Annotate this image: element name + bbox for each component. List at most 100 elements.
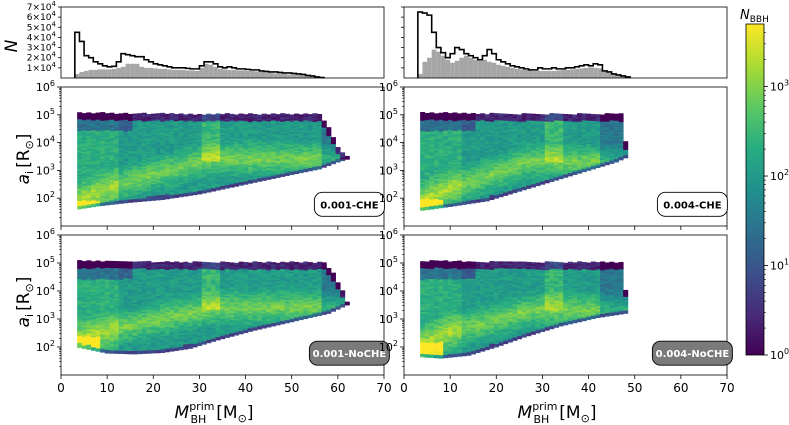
heatmap-cell [577, 121, 583, 124]
heatmap-cell [266, 121, 272, 124]
heatmap-cell [307, 159, 313, 162]
heatmap-cell [503, 178, 509, 181]
heatmap-cell [261, 145, 267, 148]
heatmap-cell [489, 192, 495, 195]
heatmap-cell [137, 174, 143, 177]
heatmap-cell [586, 130, 592, 133]
heatmap-cell [114, 158, 120, 161]
heatmap-cell [623, 142, 629, 145]
heatmap-cell [81, 304, 87, 307]
heatmap-cell [553, 173, 559, 176]
heatmap-cell [77, 318, 83, 321]
heatmap-cell [169, 171, 175, 174]
heatmap-cell [586, 145, 592, 148]
heatmap-cell [420, 168, 426, 171]
heatmap-cell [187, 117, 193, 120]
heatmap-cell [512, 155, 518, 159]
heatmap-cell [438, 166, 444, 169]
heatmap-cell [466, 167, 472, 170]
heatmap-cell [183, 181, 189, 184]
heatmap-cell [174, 147, 180, 150]
heatmap-cell [433, 165, 439, 168]
heatmap-cell [558, 133, 564, 136]
heatmap-cell [150, 168, 156, 171]
heatmap-cell [197, 140, 203, 143]
heatmap-cell [132, 120, 138, 123]
heatmap-cell [229, 125, 235, 128]
heatmap-cell [503, 145, 509, 148]
heatmap-cell [489, 124, 495, 127]
heatmap-cell [586, 125, 592, 128]
heatmap-cell [123, 137, 129, 140]
heatmap-cell [577, 154, 583, 157]
heatmap-cell [109, 139, 115, 142]
heatmap-cell [577, 113, 583, 116]
heatmap-cell [429, 175, 435, 178]
heatmap-cell [307, 122, 313, 125]
heatmap-cell [447, 149, 453, 152]
heatmap-cell [567, 117, 573, 120]
colorbar-tick-label: 103 [770, 79, 789, 94]
heatmap-cell [284, 168, 290, 171]
heatmap-cell [178, 160, 184, 163]
hist-bar-filled [496, 64, 501, 78]
heatmap-cell [132, 138, 138, 141]
heatmap-cell [438, 114, 444, 117]
heatmap-cell [104, 189, 110, 193]
heatmap-cell [289, 171, 295, 174]
heatmap-cell [81, 329, 87, 333]
heatmap-cell [595, 119, 601, 122]
heatmap-cell [206, 163, 212, 166]
heatmap-cell [521, 148, 527, 151]
heatmap-cell [150, 125, 156, 128]
heatmap-cell [312, 151, 318, 154]
heatmap-cell [530, 180, 536, 183]
hist-bar-filled [231, 69, 237, 78]
heatmap-cell [123, 169, 129, 172]
heatmap-cell [503, 153, 509, 156]
heatmap-cell [86, 292, 92, 295]
heatmap-cell [420, 131, 426, 135]
heatmap-cell [577, 171, 583, 174]
heatmap-cell [507, 179, 513, 182]
heatmap-cell [321, 142, 327, 145]
heatmap-cell [174, 169, 180, 172]
heatmap-cell [443, 147, 449, 150]
heatmap-cell [600, 131, 606, 134]
heatmap-cell [466, 120, 472, 123]
hist-bar-filled [107, 69, 112, 78]
heatmap-cell [109, 177, 115, 180]
heatmap-cell [243, 145, 249, 149]
heatmap-cell [243, 120, 249, 123]
heatmap-cell [201, 168, 207, 171]
heatmap-cell [206, 152, 212, 155]
heatmap-cell [475, 120, 481, 123]
heatmap-cell [220, 187, 226, 190]
heatmap-cell [303, 136, 309, 139]
heatmap-cell [586, 113, 592, 116]
colorbar-gradient [745, 23, 765, 356]
heatmap-cell [86, 177, 92, 180]
heatmap-cell [590, 142, 596, 145]
heatmap-cell [224, 176, 230, 179]
heatmap-cell [127, 135, 133, 138]
colorbar-tick-label: 101 [770, 258, 789, 273]
colorbar-tick-label: 100 [770, 347, 789, 362]
heatmap-cell [424, 176, 430, 179]
heatmap-cell [289, 146, 295, 149]
heatmap-cell [257, 138, 263, 141]
heatmap-cell [493, 189, 499, 192]
heatmap-cell [480, 174, 486, 178]
heatmap-cell [577, 148, 583, 151]
heatmap-cell [192, 189, 198, 192]
heatmap-cell [183, 174, 189, 177]
heatmap-cell [150, 183, 156, 186]
heatmap-cell [452, 127, 458, 130]
heatmap-cell [572, 152, 578, 155]
heatmap-cell [544, 116, 550, 119]
heatmap-cell [613, 145, 619, 148]
heatmap-cell [420, 128, 426, 131]
heatmap-cell [484, 134, 490, 137]
heatmap-cell [512, 134, 518, 137]
heatmap-cell [77, 162, 83, 165]
